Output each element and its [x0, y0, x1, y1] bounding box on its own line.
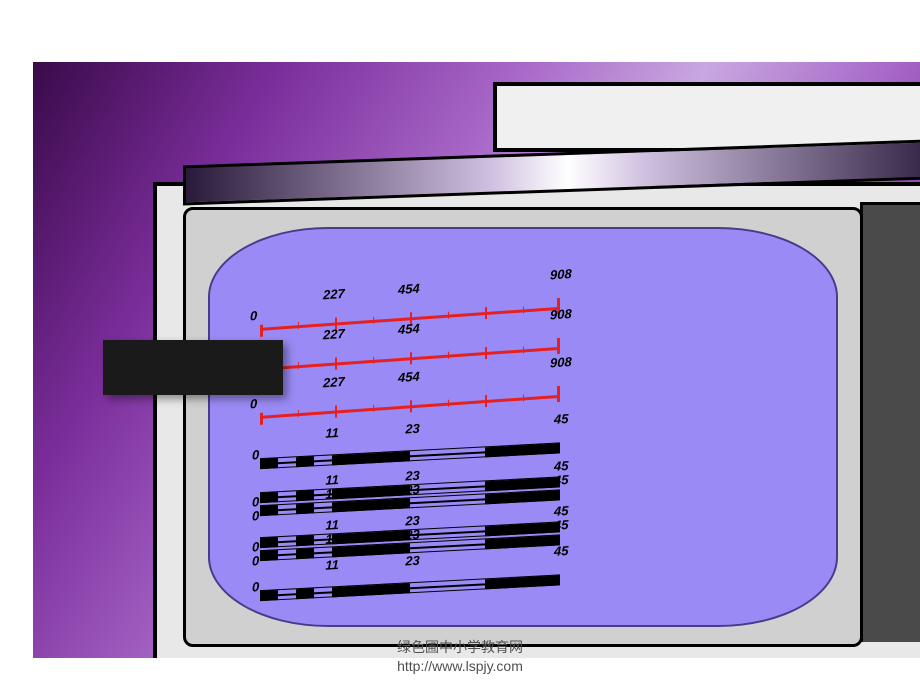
scale-label: 23 [405, 482, 419, 498]
scale-label: 11 [325, 425, 339, 441]
scale-label: 454 [398, 281, 420, 298]
scale-label: 0 [252, 553, 259, 568]
scale-label: 11 [325, 557, 339, 573]
tv-side-panel [860, 202, 920, 642]
scale-label: 45 [554, 472, 568, 488]
scale-label: 11 [325, 486, 339, 502]
red-scale-axis [260, 347, 560, 371]
stage-background: 0227454908022745490802274549080112345001… [33, 62, 920, 658]
scale-label: 227 [323, 374, 345, 391]
scale-label: 908 [550, 354, 572, 371]
scale-label: 11 [325, 531, 339, 547]
crt-screen: 0227454908022745490802274549080112345001… [208, 227, 838, 627]
scale-label: 454 [398, 321, 420, 338]
screen-content: 0227454908022745490802274549080112345001… [210, 229, 836, 625]
scale-label: 908 [550, 306, 572, 323]
scale-label: 0 [250, 396, 257, 412]
scale-label: 908 [550, 266, 572, 283]
bw-scale-3: 0112345 [260, 561, 570, 607]
scale-label: 23 [405, 527, 419, 543]
scale-label: 0 [252, 579, 259, 594]
scale-label: 227 [323, 326, 345, 343]
scales-container: 0227454908022745490802274549080112345001… [260, 269, 806, 605]
scale-label: 0 [252, 447, 259, 462]
red-scale-axis [260, 395, 560, 419]
scale-label: 454 [398, 369, 420, 386]
black-overlay-strip [103, 340, 283, 395]
scale-label: 23 [405, 553, 419, 569]
scale-label: 0 [252, 508, 259, 523]
scale-label: 45 [554, 411, 568, 427]
scale-label: 0 [250, 308, 257, 324]
scale-label: 23 [405, 421, 419, 437]
scale-label: 45 [554, 517, 568, 533]
scale-label: 227 [323, 286, 345, 303]
footer-line-2: http://www.lspjy.com [0, 658, 920, 674]
footer-line-1: 绿色圃中小学教育网 [0, 637, 920, 657]
scale-label: 45 [554, 543, 568, 559]
